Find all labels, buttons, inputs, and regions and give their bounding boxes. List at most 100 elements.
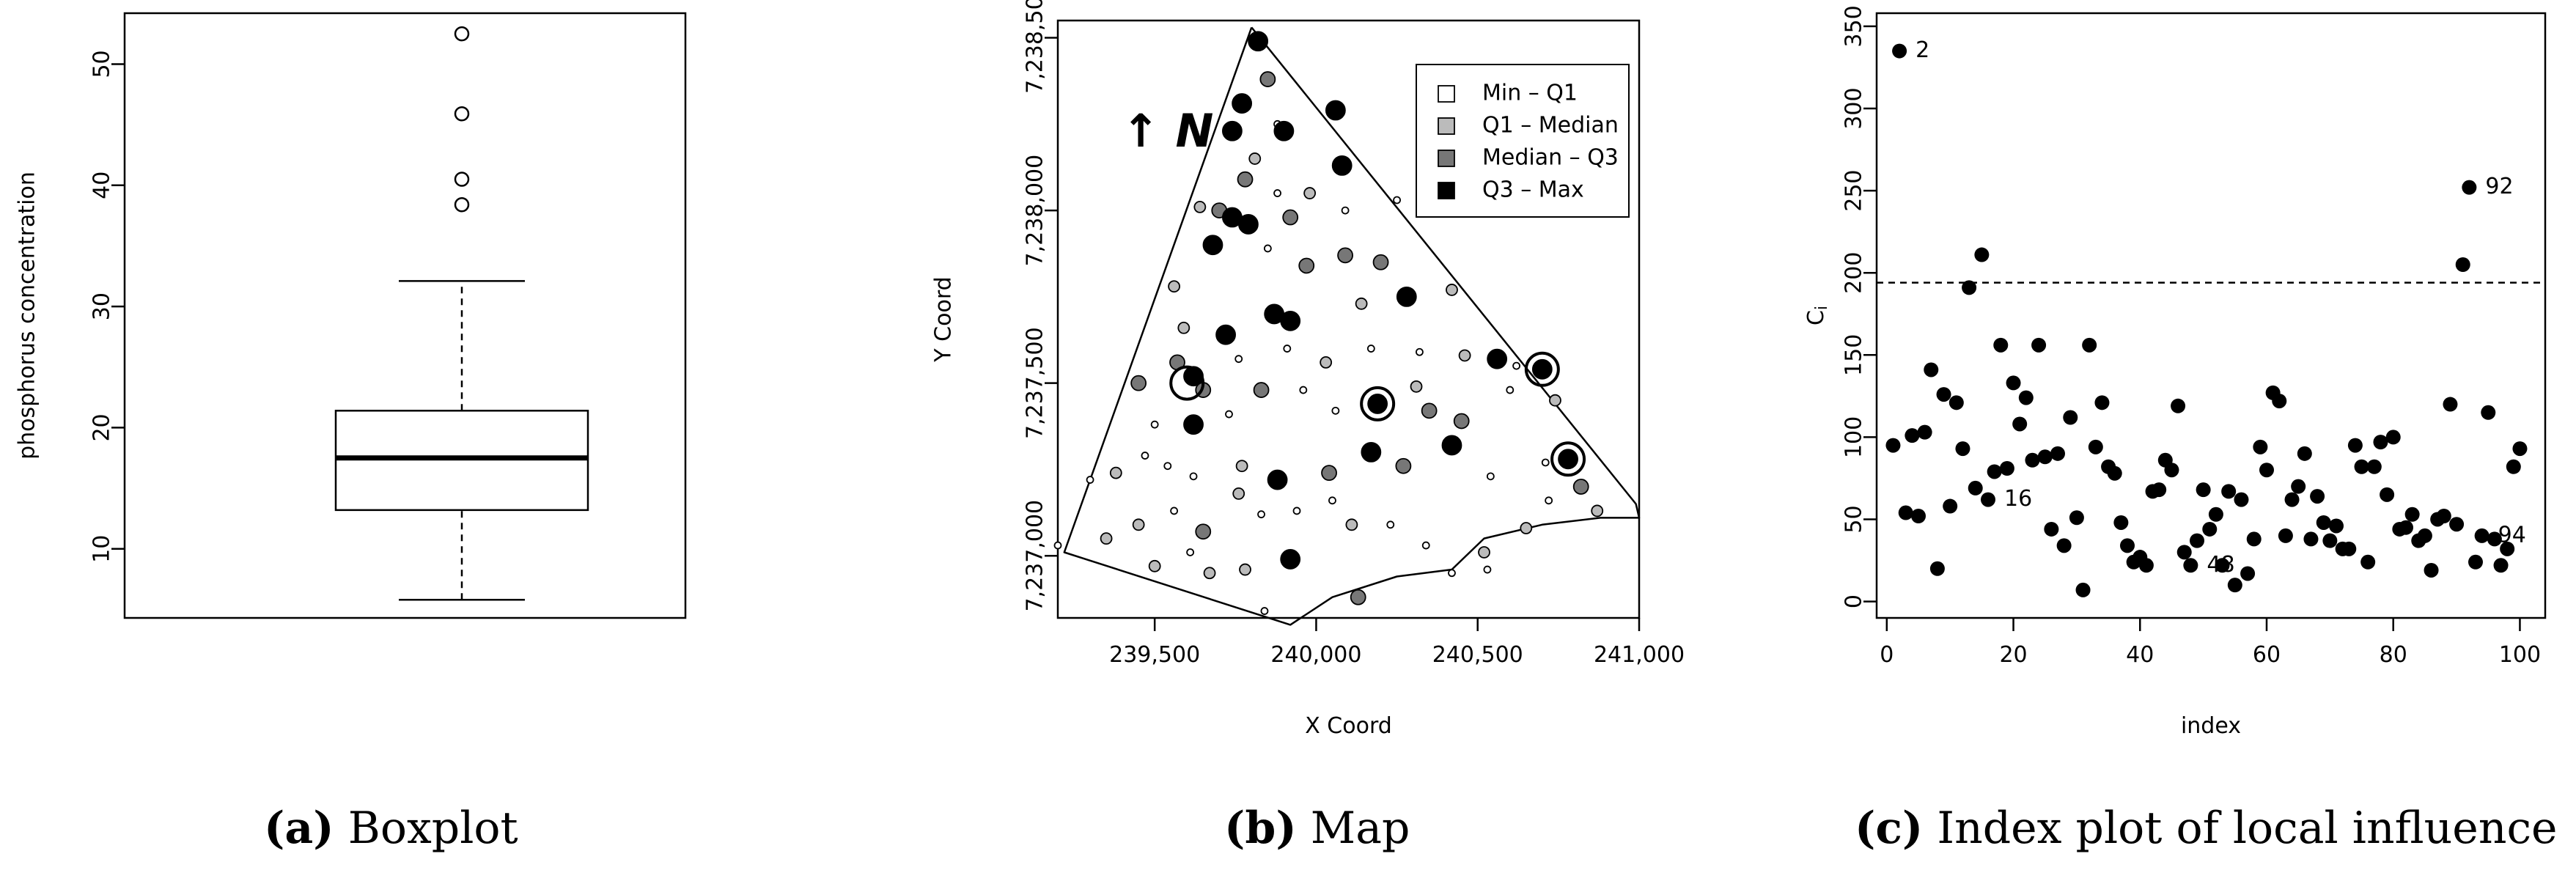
influence-point <box>1892 43 1907 59</box>
sample-point <box>1292 507 1301 515</box>
x-tick-label: 240,000 <box>1270 642 1361 668</box>
sample-point <box>1386 520 1395 529</box>
legend-swatch <box>1438 117 1455 135</box>
y-tick-label: 30 <box>89 292 115 320</box>
influence-point <box>2443 397 2458 412</box>
influence-point <box>1917 424 1932 440</box>
point-label: 16 <box>2004 486 2032 512</box>
influence-point <box>1993 337 2009 353</box>
sample-point <box>1238 214 1259 235</box>
outlier-point <box>454 106 470 122</box>
influence-point <box>2424 562 2439 578</box>
sample-point <box>1331 155 1353 176</box>
influence-point <box>2380 487 2395 502</box>
influence-point <box>1885 438 1901 453</box>
sample-point <box>1282 209 1299 226</box>
sample-point <box>1263 244 1272 253</box>
sample-point <box>1186 548 1195 556</box>
highlight-ring <box>1169 365 1205 401</box>
legend-swatch <box>1438 150 1455 167</box>
influence-point <box>2246 531 2262 547</box>
study-area-boundary <box>1063 26 1641 626</box>
sample-point <box>1215 324 1236 345</box>
y-tick-label: 7,238,000 <box>1023 155 1048 267</box>
sample-point <box>1222 120 1243 141</box>
influence-point <box>2234 492 2249 507</box>
legend-entry-label: Min – Q1 <box>1482 81 1578 106</box>
sample-point <box>1421 541 1430 550</box>
influence-point <box>2253 439 2268 454</box>
sample-point <box>1234 355 1243 364</box>
influence-point <box>2347 438 2363 453</box>
influence-point <box>2196 482 2211 498</box>
influence-point <box>2208 507 2223 522</box>
sample-point <box>1150 420 1159 429</box>
plot-frame <box>1056 19 1641 619</box>
influence-point <box>2240 566 2256 581</box>
legend-entry-label: Q1 – Median <box>1482 113 1619 139</box>
y-tick-label: 7,237,500 <box>1023 327 1048 439</box>
influence-point <box>2385 430 2401 445</box>
x-tick-label: 241,000 <box>1594 642 1685 668</box>
sample-point <box>1321 465 1337 482</box>
caption-b-label: (b) <box>1224 803 1297 854</box>
influence-point <box>2025 452 2040 468</box>
y-axis-label-subscript: i <box>1813 306 1831 310</box>
sample-point <box>1299 386 1308 394</box>
legend-entry-label: Median – Q3 <box>1482 145 1619 171</box>
influence-point <box>2190 533 2204 548</box>
influence-point <box>2107 465 2122 481</box>
influence-point <box>2329 518 2344 534</box>
influence-point <box>2012 416 2028 432</box>
sample-point <box>1441 435 1462 456</box>
sample-point <box>1361 441 1382 463</box>
influence-point <box>1929 561 1945 576</box>
influence-point <box>2138 558 2154 573</box>
point-label: 2 <box>1916 37 1929 63</box>
influence-point <box>2031 337 2047 353</box>
y-axis-label: Ci <box>1803 306 1832 325</box>
influence-point <box>2506 459 2521 474</box>
influence-point <box>2164 463 2179 478</box>
sample-point <box>1239 563 1251 576</box>
influence-point <box>2455 257 2470 273</box>
sample-point <box>1141 452 1149 460</box>
sample-point <box>1446 284 1458 296</box>
influence-point <box>2018 390 2034 405</box>
sample-point <box>1395 457 1412 474</box>
influence-point <box>2468 554 2483 570</box>
sample-point <box>1520 522 1533 534</box>
sample-point <box>1232 487 1245 500</box>
sample-point <box>1448 569 1456 578</box>
sample-point <box>1280 310 1301 331</box>
sample-point <box>1168 280 1180 293</box>
influence-point <box>2075 582 2091 597</box>
influence-point <box>1987 464 2002 479</box>
y-axis-label: Y Coord <box>931 276 957 362</box>
plot-frame <box>1875 12 2547 619</box>
sample-point <box>1355 297 1368 310</box>
point-label: 92 <box>2485 174 2513 199</box>
influence-point <box>2278 528 2293 543</box>
legend-swatch <box>1438 182 1455 199</box>
influence-point <box>1968 480 1983 496</box>
influence-point <box>2284 492 2300 507</box>
sample-point <box>1183 414 1204 435</box>
sample-point <box>1393 196 1401 205</box>
sample-point <box>1421 402 1438 419</box>
influence-point <box>2366 459 2382 474</box>
caption-c: (c) Index plot of local influence <box>1855 795 2558 861</box>
sample-point <box>1257 510 1265 519</box>
influence-point <box>2221 484 2237 499</box>
influence-point <box>2316 515 2331 530</box>
influence-point <box>1905 428 1920 443</box>
plot-frame <box>123 12 687 619</box>
influence-point <box>2050 446 2065 461</box>
influence-point <box>1962 280 1977 295</box>
highlight-ring <box>1524 351 1560 387</box>
sample-point <box>1453 413 1470 430</box>
influence-point <box>2152 482 2167 498</box>
y-tick-label: 150 <box>1841 334 1867 376</box>
legend-swatch <box>1438 85 1455 103</box>
sample-point <box>1325 100 1346 121</box>
